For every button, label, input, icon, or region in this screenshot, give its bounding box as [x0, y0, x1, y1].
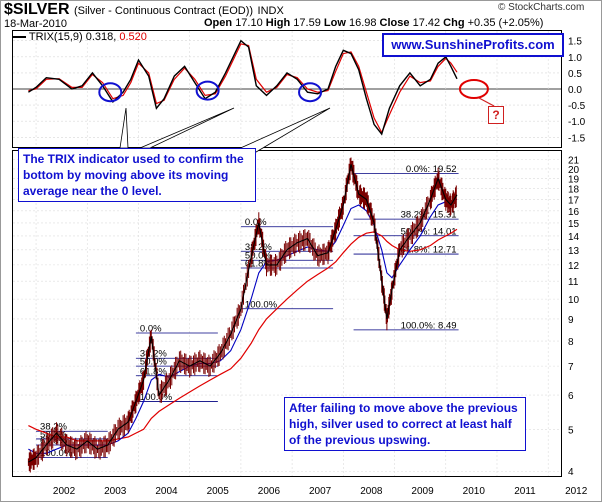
brand-credit: © StockCharts.com	[498, 2, 585, 13]
question-mark-box: ?	[488, 106, 504, 124]
fib-level-label: 100.0%: 8.49	[401, 320, 457, 331]
fib-level-label: 100.0%	[245, 299, 278, 310]
trix-y-tick-label: -1.0	[568, 117, 586, 128]
symbol: $SILVER	[4, 1, 70, 18]
trix-y-tick-label: 0.0	[568, 85, 582, 96]
price-annotation: After failing to move above the previous…	[284, 397, 526, 451]
trix-legend-signal-value: 0.520	[119, 31, 147, 43]
trix-y-axis: 1.5 1.0 0.5 0.0 -0.5 -1.0 -1.5	[568, 37, 586, 145]
x-tick-label: 2010	[463, 486, 486, 497]
x-tick-label: 2006	[258, 486, 281, 497]
trix-bottom-circle	[195, 80, 220, 101]
price-y-tick-label: 12	[568, 261, 580, 272]
price-y-tick-label: 19	[568, 175, 580, 186]
price-y-tick-label: 14	[568, 232, 580, 243]
price-y-tick-label: 21	[568, 156, 580, 167]
symbol-header: $SILVER (Silver - Continuous Contract (E…	[4, 1, 284, 19]
x-tick-label: 2002	[53, 486, 76, 497]
low-value: 16.98	[348, 17, 377, 29]
trix-line	[28, 39, 458, 136]
fib-level-label: 100.0%	[140, 392, 173, 403]
price-y-tick-label: 15	[568, 219, 580, 230]
trix-legend-label: TRIX(15,9)	[28, 31, 83, 43]
trix-bottom-circle	[98, 82, 123, 103]
trix-y-tick-label: 0.5	[568, 69, 582, 80]
question-pointer	[478, 97, 495, 107]
fib-level-label: 61.8%	[140, 366, 167, 377]
fib-level-label: 0.0%: 19.52	[406, 164, 457, 175]
price-grid	[13, 31, 561, 476]
price-y-tick-label: 9	[568, 315, 574, 326]
price-y-tick-label: 20	[568, 165, 580, 176]
fib-level-label: 38.2%	[245, 242, 272, 253]
fib-level-label: 0.0%	[245, 217, 267, 228]
low-label: Low	[323, 17, 346, 29]
price-y-tick-label: 8	[568, 337, 574, 348]
fib-level-label: 61.8%: 12.71	[401, 245, 457, 256]
price-y-tick-label: 16	[568, 207, 580, 218]
price-y-tick-label: 6	[568, 391, 574, 402]
price-line	[28, 164, 458, 463]
trix-question-circle	[458, 79, 489, 99]
fib-level-label: 50.0%: 14.01	[401, 226, 457, 237]
fib-level-label: 38.2%	[40, 422, 67, 433]
price-y-tick-label: 5	[568, 425, 574, 436]
trix-bottom-circle	[298, 82, 323, 103]
exchange: INDX	[257, 5, 284, 17]
chg-value: +0.35 (+2.05%)	[467, 17, 544, 29]
x-tick-label: 2005	[207, 486, 230, 497]
x-tick-label: 2012	[565, 486, 588, 497]
trix-y-tick-label: 1.0	[568, 53, 582, 64]
price-y-tick-label: 13	[568, 246, 580, 257]
fib-level-label: 61.8%	[245, 259, 272, 270]
trix-y-tick-label: -0.5	[568, 101, 586, 112]
trix-legend-swatch	[12, 36, 26, 39]
price-y-tick-label: 7	[568, 362, 574, 373]
x-tick-label: 2009	[411, 486, 434, 497]
trix-legend: TRIX(15,9) 0.318, 0.520	[12, 31, 147, 43]
x-tick-label: 2003	[104, 486, 127, 497]
open-value: 17.10	[235, 17, 263, 29]
close-label: Close	[379, 17, 410, 29]
trix-y-tick-label: 1.5	[568, 37, 582, 48]
price-y-tick-label: 17	[568, 195, 580, 206]
price-y-tick-label: 10	[568, 295, 580, 306]
chart-date: 18-Mar-2010	[4, 18, 67, 30]
x-tick-label: 2008	[360, 486, 383, 497]
fib-level-label: 38.2%: 15.31	[401, 210, 457, 221]
watermark-box: www.SunshineProfits.com	[382, 33, 564, 57]
trix-signal-line	[28, 43, 458, 134]
trix-lines	[28, 39, 458, 136]
high-label: High	[265, 17, 291, 29]
price-y-tick-label: 4	[568, 467, 574, 478]
price-lines	[27, 157, 458, 473]
symbol-description: (Silver - Continuous Contract (EOD))	[73, 5, 254, 17]
fib-level-label: 50.0%	[245, 251, 272, 262]
x-tick-label: 2011	[514, 486, 536, 497]
trix-legend-value: 0.318	[85, 31, 114, 43]
fib-level-label: 0.0%	[140, 323, 162, 334]
x-tick-label: 2004	[155, 486, 178, 497]
price-y-tick-label: 18	[568, 185, 580, 196]
fib-level-label: 50.0%	[140, 357, 167, 368]
chg-label: Chg	[443, 17, 465, 29]
price-y-tick-label: 11	[568, 277, 579, 288]
annotation-pointers	[119, 97, 495, 159]
open-label: Open	[204, 17, 233, 29]
trix-y-tick-label: -1.5	[568, 133, 586, 144]
high-value: 17.59	[293, 17, 321, 29]
close-value: 17.42	[412, 17, 441, 29]
fib-level-label: 100.0%	[40, 448, 73, 459]
trix-annotation: The TRIX indicator used to confirm the b…	[18, 148, 256, 202]
ohlc-readout: Open 17.10 High 17.59 Low 16.98 Close 17…	[204, 17, 543, 29]
trix-circles	[98, 79, 489, 103]
x-tick-label: 2007	[309, 486, 332, 497]
x-axis: 2002 2003 2004 2005 2006 2007 2008 2009 2010 2011…	[53, 486, 588, 497]
